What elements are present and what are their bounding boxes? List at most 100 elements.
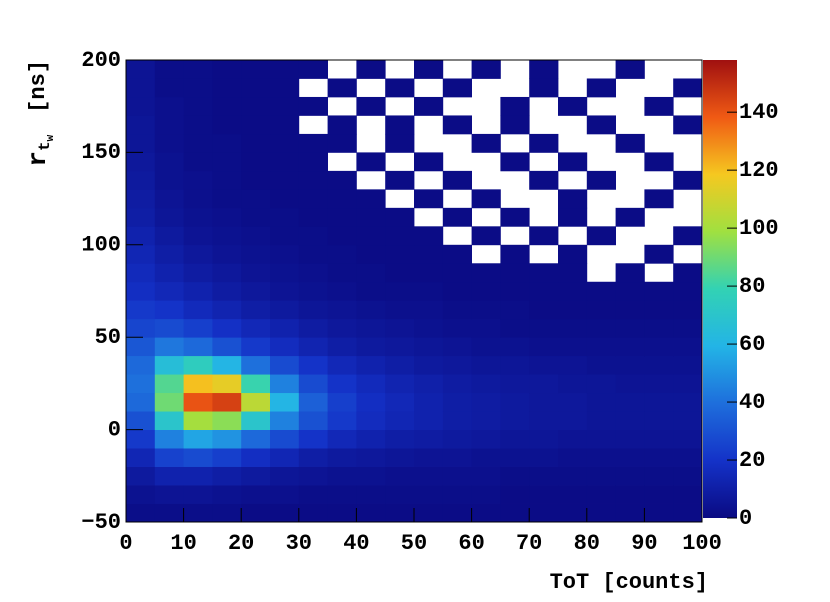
y-tick-label: 100 <box>81 233 121 258</box>
cell <box>327 355 357 375</box>
cell <box>298 207 328 227</box>
cell <box>442 429 472 449</box>
cell <box>586 466 616 486</box>
cell <box>154 60 184 79</box>
cell <box>241 115 271 135</box>
cell <box>558 466 588 486</box>
x-tick-label: 90 <box>631 531 657 556</box>
cell <box>558 374 588 394</box>
cell <box>241 152 271 172</box>
cell <box>241 189 271 209</box>
cell <box>270 503 300 523</box>
cell <box>241 374 271 394</box>
cell <box>298 263 328 283</box>
cell <box>183 503 213 523</box>
cell <box>327 300 357 320</box>
cell <box>327 115 357 135</box>
y-tick-label: −50 <box>81 510 121 535</box>
cell <box>529 300 559 320</box>
colorbar-tick-label: 60 <box>739 332 765 357</box>
cell <box>529 411 559 430</box>
cell <box>241 281 271 301</box>
cell <box>327 244 357 264</box>
y-tick-label: 150 <box>81 140 121 165</box>
cell <box>154 337 184 357</box>
cell <box>500 96 530 116</box>
cell <box>356 152 386 172</box>
cell <box>270 244 300 264</box>
cell <box>298 281 328 301</box>
cell <box>183 281 213 301</box>
cell <box>471 485 501 504</box>
cell <box>126 485 156 504</box>
cell <box>126 392 156 412</box>
cell <box>126 133 156 153</box>
cell <box>241 244 271 264</box>
cell <box>298 448 328 467</box>
cell <box>212 448 242 467</box>
cell <box>126 60 156 79</box>
cell <box>558 503 588 523</box>
x-tick-label: 50 <box>401 531 427 556</box>
cell <box>442 318 472 338</box>
cell <box>126 448 156 467</box>
cell <box>673 263 703 283</box>
cell <box>644 189 674 209</box>
cell <box>586 503 616 523</box>
cell <box>586 485 616 504</box>
cell <box>126 189 156 209</box>
cell <box>212 503 242 523</box>
cell <box>385 392 415 412</box>
cell <box>673 374 703 394</box>
cell <box>615 392 645 412</box>
cell <box>270 466 300 486</box>
cell <box>414 466 444 486</box>
cell <box>270 411 300 430</box>
cell <box>327 78 357 98</box>
cell <box>183 448 213 467</box>
cell <box>356 429 386 449</box>
cell <box>356 300 386 320</box>
cell <box>644 300 674 320</box>
cell <box>298 133 328 153</box>
cell <box>615 503 645 523</box>
cell <box>327 374 357 394</box>
cell <box>442 374 472 394</box>
cell <box>414 60 444 79</box>
cell <box>414 263 444 283</box>
cell <box>154 226 184 246</box>
cell <box>241 318 271 338</box>
x-axis-label: ToT [counts] <box>550 570 708 595</box>
y-tick-label: 50 <box>95 325 121 350</box>
cell <box>500 448 530 467</box>
cell <box>327 503 357 523</box>
cell <box>270 281 300 301</box>
cell <box>212 226 242 246</box>
cell <box>183 300 213 320</box>
cell <box>270 429 300 449</box>
x-tick-label: 60 <box>458 531 484 556</box>
cell <box>586 170 616 190</box>
cell <box>212 78 242 98</box>
cell <box>558 300 588 320</box>
cell <box>356 485 386 504</box>
cell <box>154 374 184 394</box>
cell <box>212 485 242 504</box>
cell <box>183 337 213 357</box>
cell <box>615 374 645 394</box>
cell <box>241 429 271 449</box>
cell <box>500 300 530 320</box>
cell <box>356 448 386 467</box>
cell <box>183 189 213 209</box>
cell <box>356 374 386 394</box>
cell <box>154 207 184 227</box>
cell <box>586 115 616 135</box>
cell <box>529 429 559 449</box>
cell <box>442 411 472 430</box>
cell <box>414 485 444 504</box>
cell <box>154 170 184 190</box>
cell <box>500 374 530 394</box>
cell <box>154 503 184 523</box>
cell <box>154 115 184 135</box>
cell <box>241 60 271 79</box>
